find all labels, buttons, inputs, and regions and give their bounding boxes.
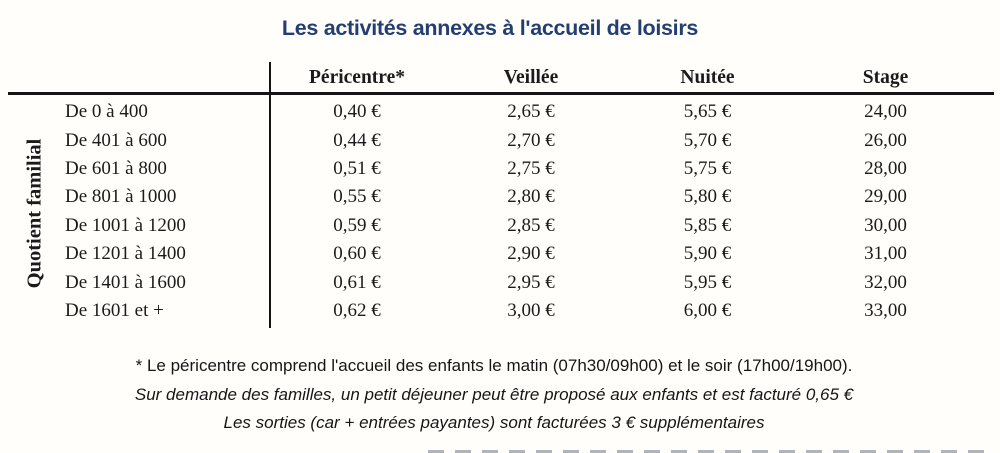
table-body: De 0 à 400 0,40 € 2,65 € 5,65 € 24,00 De… <box>8 95 994 325</box>
row-value: 24,00 <box>864 101 907 123</box>
column-header-pericentre: Péricentre* <box>309 67 405 88</box>
row-value: 32,00 <box>864 271 907 293</box>
row-value: 0,61 € <box>333 271 381 293</box>
row-value: 5,95 € <box>683 271 732 293</box>
row-value: 33,00 <box>864 299 907 321</box>
row-value: 3,00 € <box>507 299 555 321</box>
table-row: De 401 à 600 0,44 € 2,70 € 5,70 € 26,00 <box>8 126 994 154</box>
column-header-veillee: Veillée <box>503 67 559 88</box>
column-header-nuitee: Nuitée <box>680 67 735 88</box>
row-value: 0,60 € <box>333 243 381 265</box>
pricing-table: Péricentre* Veillée Nuitée Stage De 0 à … <box>8 60 994 328</box>
row-value: 5,75 € <box>683 157 732 179</box>
row-value: 0,44 € <box>333 129 381 151</box>
cutoff-next-line-fragment <box>428 450 994 453</box>
row-value: 2,75 € <box>507 157 555 179</box>
row-value: 26,00 <box>864 129 907 151</box>
row-value: 2,85 € <box>507 214 555 236</box>
table-row: De 1401 à 1600 0,61 € 2,95 € 5,95 € 32,0… <box>8 268 994 296</box>
row-value: 2,90 € <box>507 243 555 265</box>
row-label: De 0 à 400 <box>65 101 148 123</box>
table-row: De 1001 à 1200 0,59 € 2,85 € 5,85 € 30,0… <box>8 212 994 240</box>
row-value: 28,00 <box>864 157 907 179</box>
row-value: 5,80 € <box>683 186 732 208</box>
row-value: 5,85 € <box>683 214 732 236</box>
row-value: 2,95 € <box>507 271 555 293</box>
footnotes: * Le péricentre comprend l'accueil des e… <box>0 352 994 438</box>
row-label: De 1601 et + <box>65 299 164 321</box>
table-row: De 1201 à 1400 0,60 € 2,90 € 5,90 € 31,0… <box>8 240 994 268</box>
row-value: 0,59 € <box>333 214 381 236</box>
row-label: De 601 à 800 <box>65 157 167 179</box>
row-label: De 1401 à 1600 <box>65 271 186 293</box>
row-label: De 1001 à 1200 <box>65 214 186 236</box>
row-value: 5,70 € <box>683 129 732 151</box>
table-row: De 1601 et + 0,62 € 3,00 € 6,00 € 33,00 <box>8 297 994 325</box>
row-value: 0,51 € <box>333 157 381 179</box>
row-label: De 401 à 600 <box>65 129 167 151</box>
table-row: De 601 à 800 0,51 € 2,75 € 5,75 € 28,00 <box>8 155 994 183</box>
row-value: 5,65 € <box>683 101 732 123</box>
table-row: De 801 à 1000 0,55 € 2,80 € 5,80 € 29,00 <box>8 183 994 211</box>
footnote-sorties: Les sorties (car + entrées payantes) son… <box>223 413 765 432</box>
footnote-petit-dejeuner: Sur demande des familles, un petit déjeu… <box>134 384 854 404</box>
vertical-divider-line <box>269 62 271 328</box>
row-value: 2,65 € <box>507 101 555 123</box>
row-group-label-text: Quotient familial <box>23 138 46 289</box>
row-value: 30,00 <box>864 214 907 236</box>
row-value: 29,00 <box>864 186 907 208</box>
row-value: 0,62 € <box>333 299 381 321</box>
table-header-row: Péricentre* Veillée Nuitée Stage <box>8 60 994 95</box>
row-group-label-quotient-familial: Quotient familial <box>4 100 66 327</box>
row-value: 0,55 € <box>333 186 381 208</box>
page-title: Les activités annexes à l'accueil de loi… <box>281 16 699 40</box>
row-value: 6,00 € <box>683 299 732 321</box>
row-value: 5,90 € <box>683 243 732 265</box>
row-label: De 1201 à 1400 <box>65 243 186 265</box>
row-value: 31,00 <box>864 243 907 265</box>
row-value: 0,40 € <box>333 101 381 123</box>
row-value: 2,80 € <box>507 186 555 208</box>
table-row: De 0 à 400 0,40 € 2,65 € 5,65 € 24,00 <box>8 98 994 126</box>
row-value: 2,70 € <box>507 129 555 151</box>
column-header-stage: Stage <box>862 67 909 88</box>
footnote-pericentre: * Le péricentre comprend l'accueil des e… <box>135 356 853 375</box>
row-label: De 801 à 1000 <box>65 186 177 208</box>
